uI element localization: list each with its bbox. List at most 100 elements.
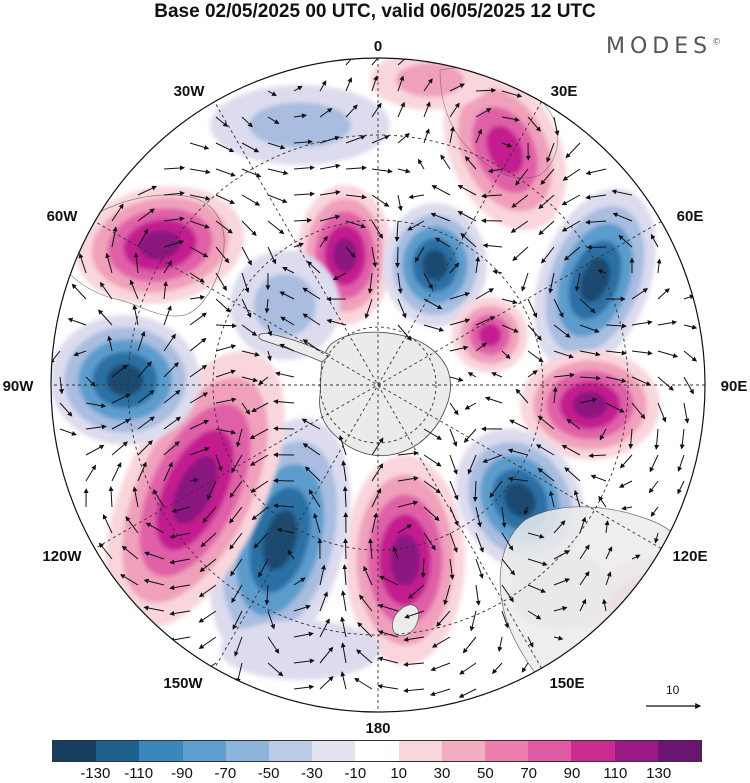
wind-arrow [319,163,341,170]
wind-arrow [137,331,146,352]
wind-arrow [189,272,205,283]
wind-arrow [105,252,113,274]
wind-arrow [501,142,513,148]
wind-arrow [232,610,243,630]
wind-arrow [345,246,356,259]
wind-arrow [475,108,492,118]
wind-arrow [143,605,165,612]
wind-arrow [562,168,581,181]
anomaly-contour [486,125,524,175]
colorbar-cell [657,741,702,761]
wind-arrow [137,416,155,430]
wind-arrow [250,480,269,493]
wind-arrow [449,454,458,475]
wind-arrow [235,662,243,684]
wind-arrow [467,454,477,475]
wind-arrow [434,237,451,248]
wind-arrow [340,616,347,638]
positive-anomaly-lobe [452,297,528,373]
wind-arrow [527,370,538,378]
wind-arrow [319,80,327,92]
modes-logo: MODES© [606,34,721,59]
wind-arrow [579,598,587,612]
wind-arrow [241,324,258,336]
colorbar-cell [355,741,399,761]
wind-arrow [527,116,541,132]
wind-arrow [397,101,405,118]
wind-arrow [215,168,236,177]
wind-arrow [319,135,341,144]
wind-arrow [423,128,430,144]
wind-arrow [395,246,401,268]
wind-arrow [249,428,269,440]
wind-arrow [371,512,378,534]
wind-arrow [475,316,496,326]
wind-arrow [459,662,477,675]
wind-arrow [618,234,633,248]
wind-arrow [423,78,433,92]
anomaly-contour [139,230,181,260]
wind-arrow [563,246,581,261]
wind-arrow [359,594,373,612]
wind-arrow [423,324,445,332]
wind-arrow [111,419,131,430]
wind-arrow [585,219,607,225]
wind-arrow [231,584,243,604]
wind-arrow [363,565,373,586]
wind-arrow [631,402,646,420]
wind-arrow [215,344,237,352]
wind-arrow [449,291,471,300]
vector-reference-arrow [646,703,702,709]
wind-arrow [189,142,210,150]
anomaly-contour [572,391,608,419]
wind-arrow [371,194,390,207]
meridian-line [214,101,542,669]
wind-arrow [234,636,243,657]
wind-arrow [137,208,155,222]
vector-reference-label: 10 [666,683,680,697]
colorbar-tick-label: -130 [80,765,111,782]
wind-arrow [319,190,341,196]
wind-arrow [475,288,495,300]
colorbar-tick-label: -110 [124,765,154,782]
antarctica-landmass [319,331,451,457]
wind-arrow [78,253,87,274]
wind-arrow [241,402,251,415]
wind-arrow [169,558,191,565]
wind-arrow [133,252,139,274]
wind-arrow [319,107,333,118]
wind-arrow [397,194,403,212]
wind-arrow [449,126,455,144]
wind-arrow [189,477,199,483]
wind-arrow [293,604,311,612]
wind-arrow [683,350,698,362]
wind-arrow [628,428,634,450]
wind-arrow [588,453,607,459]
wind-arrow [590,474,607,482]
wind-arrow [163,260,173,274]
negative-anomaly-lobe [220,620,380,680]
wind-arrow [85,445,105,456]
wind-arrow [538,194,555,210]
wind-arrow [67,317,87,326]
wind-arrow [59,428,77,436]
wind-arrow [267,324,273,337]
wind-arrow [475,506,482,528]
wind-arrow [677,454,685,472]
wind-arrow [397,524,413,534]
wind-arrow [429,688,451,697]
wind-arrow [371,220,383,239]
wind-arrow [241,246,252,266]
wind-arrow [475,342,487,352]
wind-arrow [631,320,653,326]
colorbar-cell [398,741,442,761]
label-150e: 150E [549,675,584,692]
wind-arrow [460,233,477,248]
wind-arrow [357,622,373,638]
wind-arrow [475,256,481,274]
wind-arrow [163,240,185,248]
wind-arrow [404,610,425,619]
wind-arrow [538,220,555,236]
wind-arrow [99,281,113,300]
wind-arrow [472,480,478,502]
